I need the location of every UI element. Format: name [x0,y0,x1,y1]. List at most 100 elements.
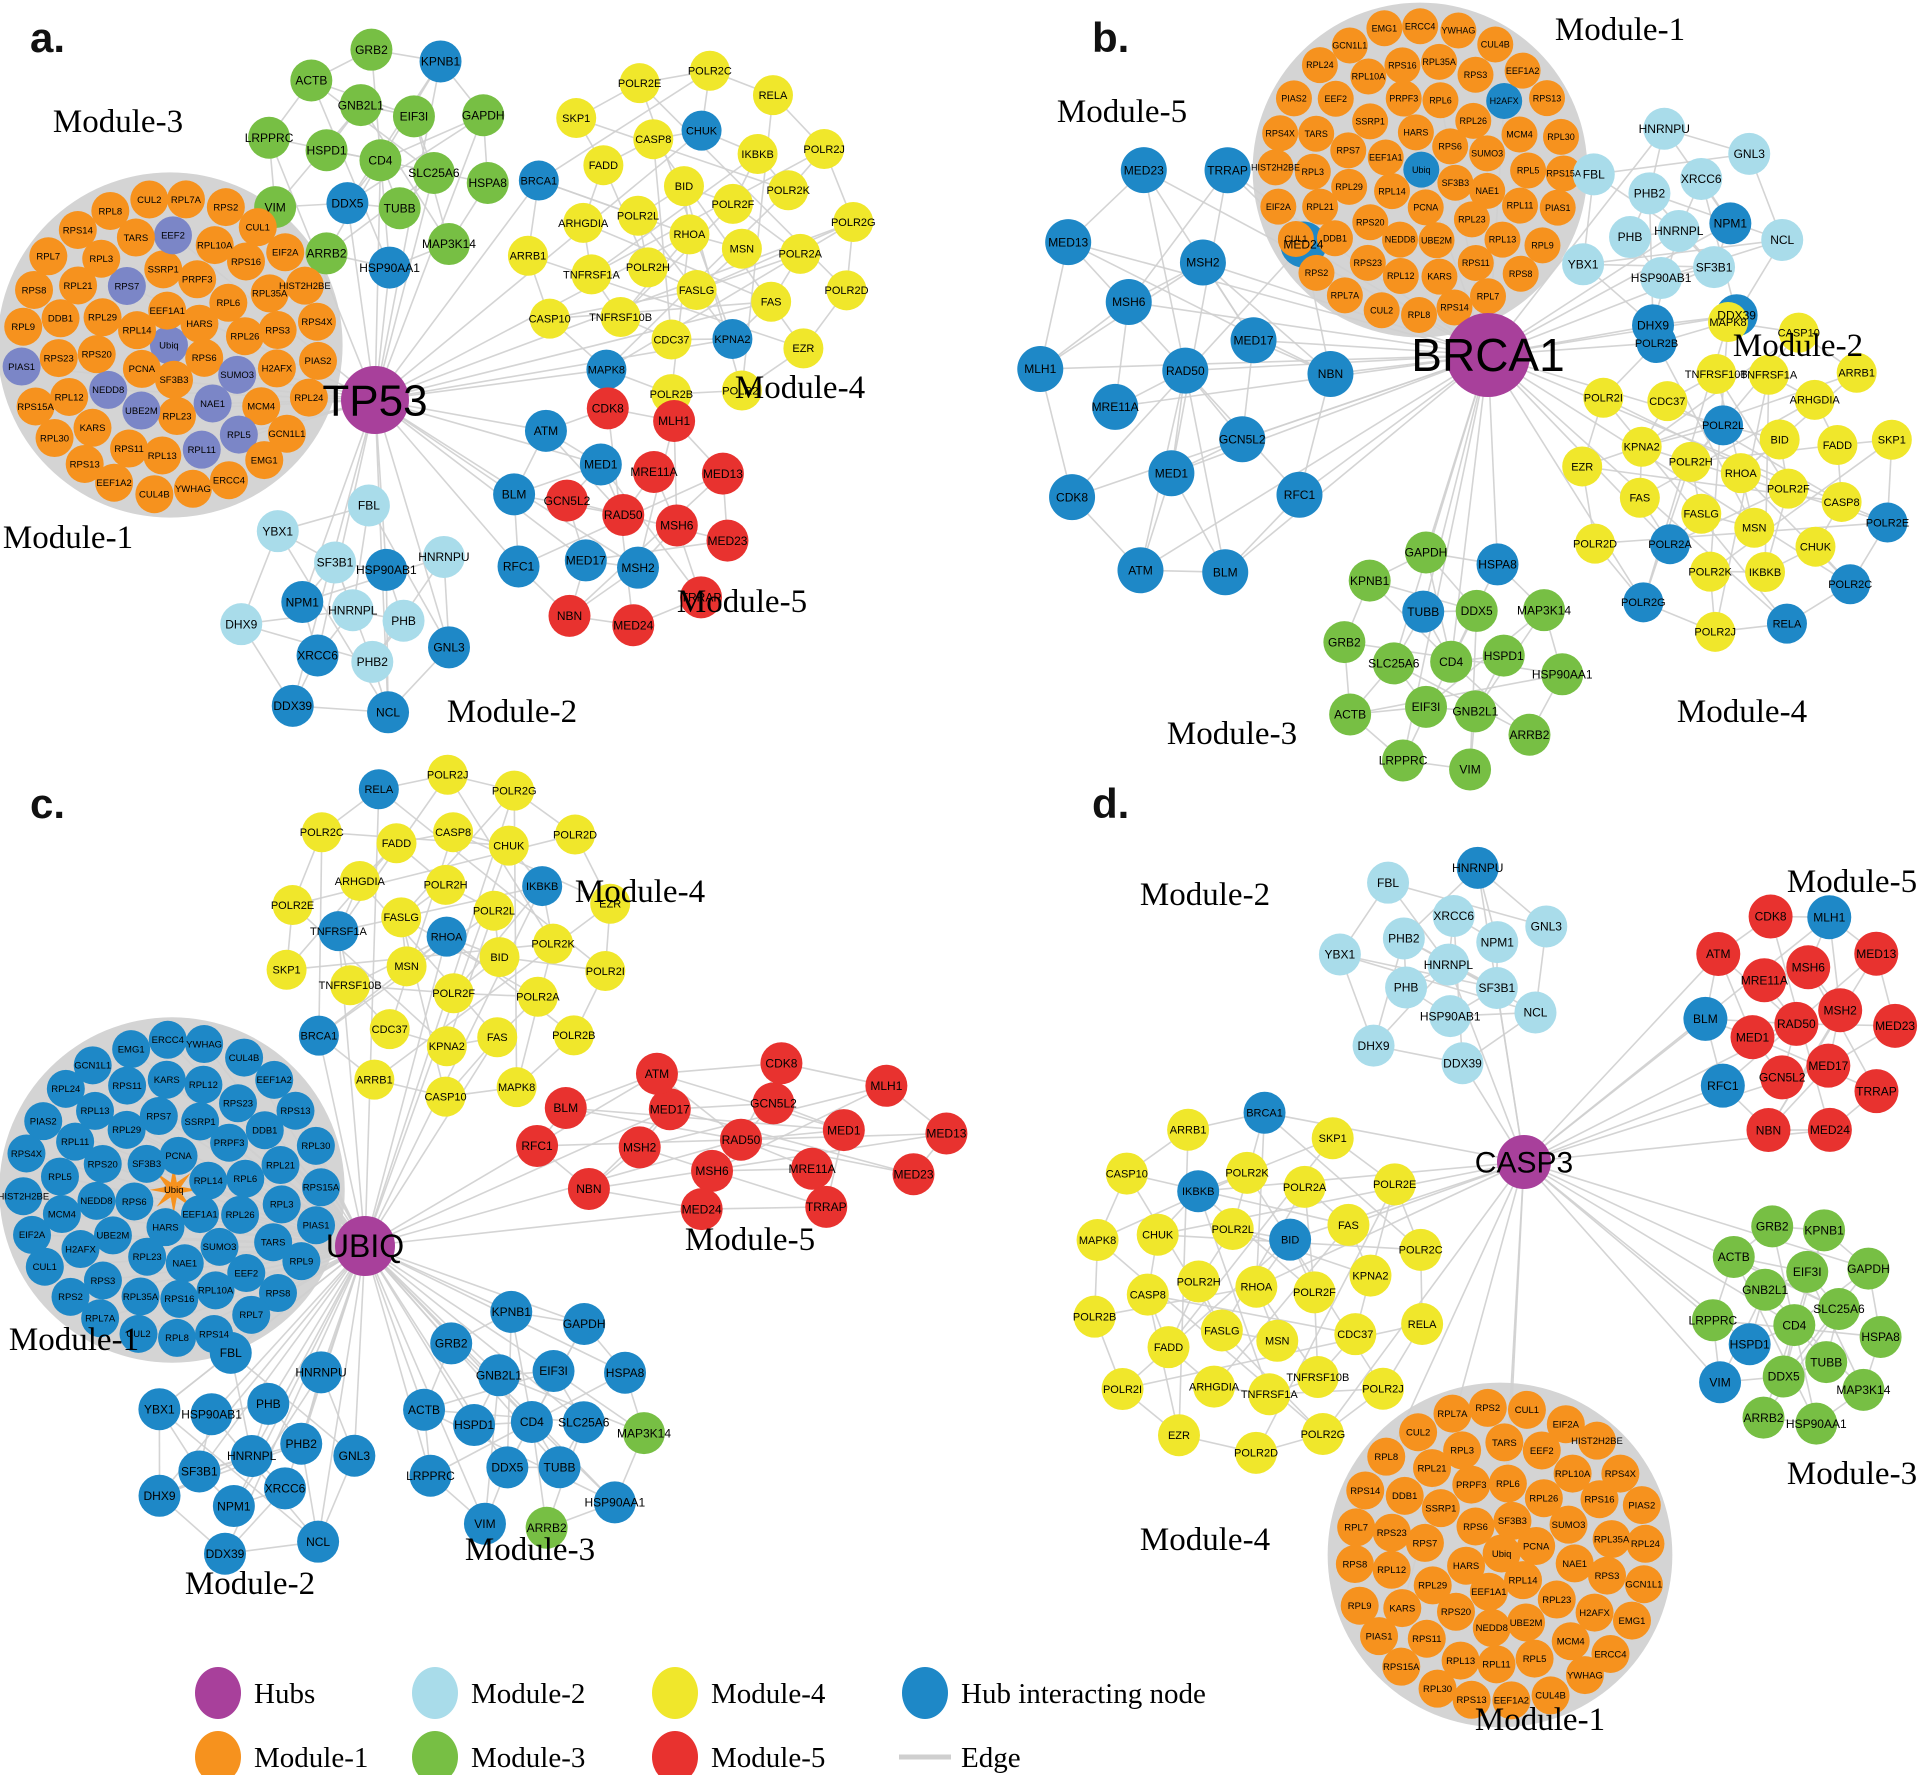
node-label-SKP1: SKP1 [1878,435,1906,447]
node-NEDD8 [1382,221,1419,258]
hub-edge [317,1245,366,1542]
node-label-RPS16: RPS16 [231,257,261,268]
node-label-MSH6: MSH6 [1112,295,1146,309]
node-label-RPL14: RPL14 [194,1176,223,1187]
node-label-XRCC6: XRCC6 [1681,172,1722,186]
node-label-RPL7: RPL7 [239,1310,263,1321]
node-label-CUL2: CUL2 [1406,1428,1430,1439]
node-MED23 [1120,147,1167,194]
node-TUBB [538,1446,581,1489]
node-SUMO3 [1549,1505,1588,1544]
node-label-NAE1: NAE1 [1475,186,1499,196]
node-label-EEF2: EEF2 [234,1268,258,1279]
node-POLR2E [1373,1163,1416,1206]
node-label-RPS14: RPS14 [1440,303,1469,313]
node-GNB2L1 [339,84,382,127]
node-label-RPL3: RPL3 [270,1200,294,1211]
hub-edge [364,1245,432,1476]
edge [159,1443,302,1497]
node-RPL24 [46,1069,85,1108]
panel-letter-b: b. [1092,14,1129,61]
node-label-DDX5: DDX5 [491,1461,523,1475]
node-label-RHOA: RHOA [1240,1282,1272,1294]
node-label-CUL1: CUL1 [1515,1405,1539,1416]
node-PHB [1609,216,1652,259]
node-label-NPM1: NPM1 [1714,217,1748,231]
node-RPL3 [82,239,121,278]
node-BLM [493,473,536,516]
node-PIAS1 [1360,1617,1399,1656]
node-label-SSRP1: SSRP1 [148,265,179,276]
hub-edge [1487,354,1644,603]
node-label-ATM: ATM [1128,563,1152,577]
node-label-FASLG: FASLG [1684,509,1719,521]
edge [400,790,515,918]
node-RPL10A [195,226,234,265]
node-label-NBN: NBN [1756,1123,1781,1137]
node-HSPA8 [466,162,509,205]
node-TNFRSF10B [1696,353,1737,394]
node-label-POLR2F: POLR2F [712,199,755,211]
node-label-RPL24: RPL24 [294,393,323,404]
node-label-SF3B3: SF3B3 [159,375,188,386]
node-label-FADD: FADD [589,160,618,172]
node-KPNA2 [426,1026,467,1067]
node-RPL5 [1510,152,1547,189]
node-GCN5L2 [545,479,588,522]
node-label-POLR2D: POLR2D [1573,538,1617,550]
edge [1593,153,1750,176]
legend-swatch-Hub interacting node [902,1667,948,1719]
node-PCNA [159,1136,198,1175]
node-label-PIAS1: PIAS1 [8,362,35,373]
node-label-MAPK8: MAPK8 [498,1082,535,1094]
node-label-POLR2E: POLR2E [271,900,314,912]
legend-label-Module-1: Module-1 [254,1742,368,1774]
node-label-RPL7A: RPL7A [171,195,202,206]
node-MSH2 [1818,988,1863,1033]
node-ARRB1 [507,235,548,276]
node-label-RPL21: RPL21 [1306,202,1334,212]
node-label-MED13: MED13 [926,1127,966,1141]
node-label-UBE2M: UBE2M [1421,235,1452,245]
node-HIST2H2BE [1257,149,1294,186]
node-label-TUBB: TUBB [1407,605,1439,619]
node-label-RPL5: RPL5 [227,430,251,441]
edge [388,831,454,1030]
node-PHB2 [1382,917,1425,960]
node-RPS8 [15,270,54,309]
node-MED1 [822,1109,865,1152]
node-MED13 [925,1112,968,1155]
hub-edge [198,1245,366,1472]
node-ATM [524,409,567,452]
hub-edge [318,1035,366,1247]
node-label-POLR2C: POLR2C [1399,1245,1443,1257]
node-label-RPS7: RPS7 [146,1111,171,1122]
node-label-SSRP1: SSRP1 [1355,117,1385,127]
node-RPS11 [110,429,149,468]
edge [1097,1172,1248,1241]
node-label-PHB2: PHB2 [1634,187,1666,201]
node-label-KPNB1: KPNB1 [1804,1224,1844,1238]
node-UBE2M [93,1216,132,1255]
node-NBN [548,594,591,637]
node-RPS7 [1330,132,1367,169]
node-MSH6 [1105,278,1152,325]
node-label-RPL24: RPL24 [1631,1539,1660,1550]
node-label-RPL11: RPL11 [61,1137,89,1148]
node-label-RPL8: RPL8 [165,1333,189,1344]
node-label-RPS4X: RPS4X [1605,1469,1637,1480]
edge [585,539,728,562]
node-label-RPL6: RPL6 [216,298,240,309]
node-label-XRCC6: XRCC6 [1433,909,1474,923]
node-label-POLR2K: POLR2K [1225,1168,1269,1180]
edge [446,935,575,1036]
node-RPS20 [83,1144,122,1183]
edge [1715,373,1789,490]
node-label-BID: BID [490,952,508,964]
node-RPS23 [1372,1513,1411,1552]
node-label-CDK8: CDK8 [1755,910,1787,924]
node-GNL3 [333,1434,376,1477]
node-label-POLR2B: POLR2B [1635,338,1678,350]
module-label-a-4: Module-5 [677,584,807,620]
node-label-H2AFX: H2AFX [262,364,293,375]
